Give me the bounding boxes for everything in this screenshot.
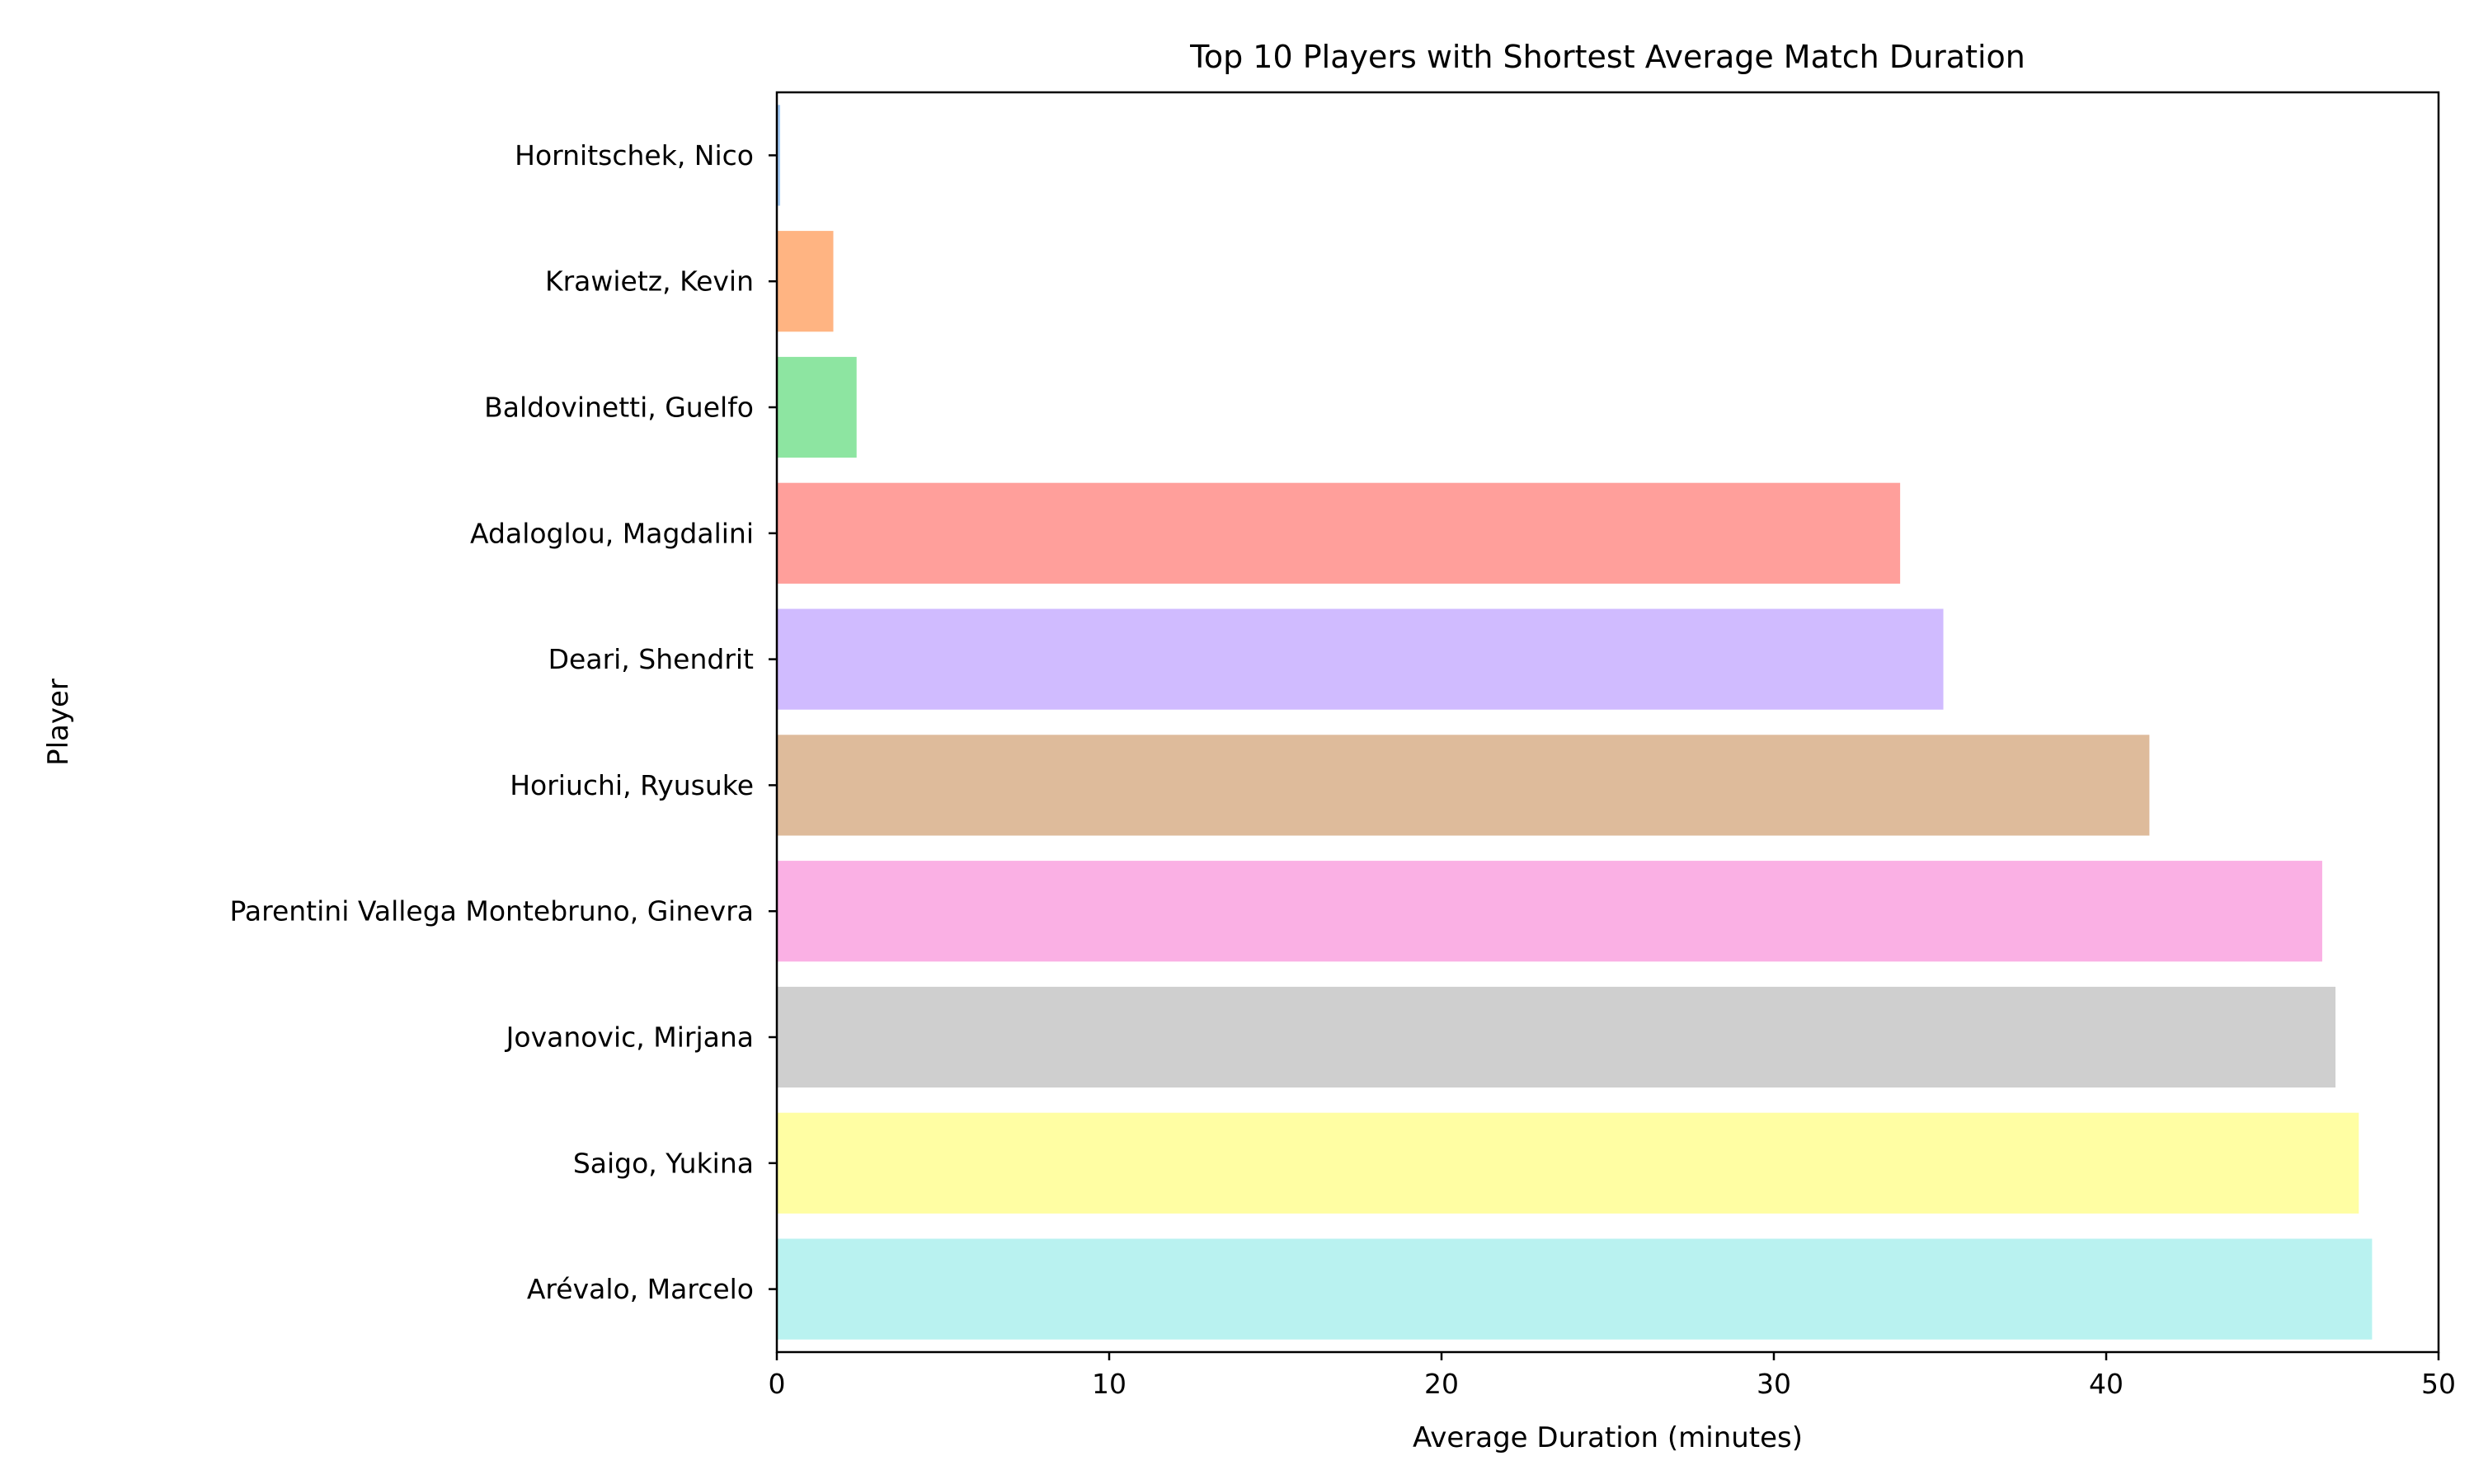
bar-2 [777,231,834,331]
x-tick-label: 20 [1424,1368,1459,1400]
bar-8 [777,987,2335,1087]
x-tick-label: 50 [2421,1368,2456,1400]
y-tick-label: Krawietz, Kevin [545,265,754,298]
bar-5 [777,608,1944,709]
y-tick-label: Adaloglou, Magdalini [470,517,754,549]
y-tick-label: Jovanovic, Mirjana [505,1021,754,1054]
bar-9 [777,1113,2359,1214]
y-tick-label: Baldovinetti, Guelfo [484,392,754,424]
bar-10 [777,1238,2372,1339]
x-axis-ticks: 0 10 20 30 40 50 [769,1352,2457,1400]
bar-4 [777,483,1900,584]
y-tick-label: Horiuchi, Ryusuke [510,769,754,801]
chart-title: Top 10 Players with Shortest Average Mat… [1189,39,2025,75]
y-tick-label: Parentini Vallega Montebruno, Ginevra [229,895,754,928]
x-tick-label: 0 [769,1368,786,1400]
y-tick-label: Deari, Shendrit [548,643,754,675]
y-tick-label: Saigo, Yukina [573,1147,754,1179]
x-tick-label: 40 [2089,1368,2124,1400]
bar-6 [777,735,2149,835]
x-tick-label: 10 [1092,1368,1126,1400]
bar-3 [777,357,857,458]
x-axis-label: Average Duration (minutes) [1413,1421,1803,1454]
y-tick-label: Hornitschek, Nico [515,139,754,171]
y-axis-label: Player [42,679,75,766]
bar-7 [777,861,2322,961]
y-tick-label: Arévalo, Marcelo [527,1273,754,1305]
bars-group [777,105,2372,1339]
y-axis-ticks: Hornitschek, Nico Krawietz, Kevin Baldovin… [229,139,777,1305]
x-tick-label: 30 [1757,1368,1791,1400]
